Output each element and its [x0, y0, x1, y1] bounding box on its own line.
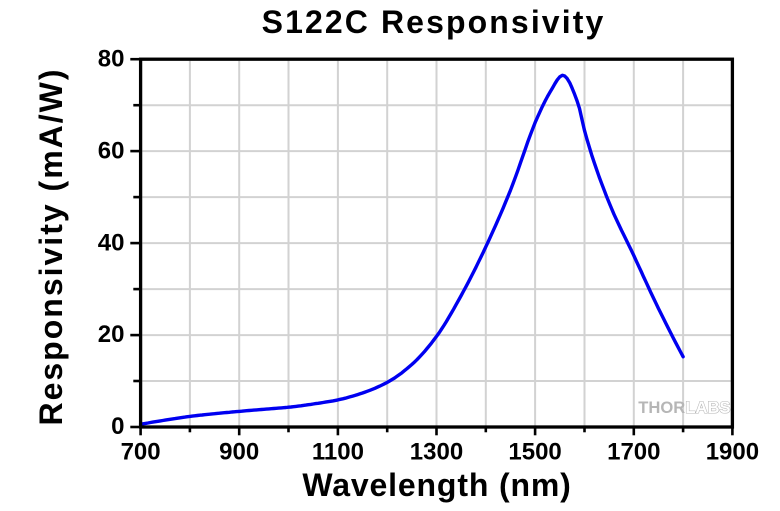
svg-text:20: 20	[98, 321, 125, 348]
svg-text:Wavelength (nm): Wavelength (nm)	[302, 467, 571, 503]
svg-text:1300: 1300	[410, 439, 463, 466]
svg-text:LABS: LABS	[685, 398, 730, 417]
svg-text:80: 80	[98, 45, 125, 72]
svg-text:1700: 1700	[607, 439, 660, 466]
svg-text:900: 900	[219, 439, 259, 466]
svg-text:40: 40	[98, 229, 125, 256]
svg-text:1100: 1100	[312, 439, 364, 466]
svg-text:S122C Responsivity: S122C Responsivity	[262, 4, 606, 40]
svg-text:1500: 1500	[508, 439, 561, 466]
svg-text:1900: 1900	[706, 439, 759, 466]
svg-text:Responsivity (mA/W): Responsivity (mA/W)	[33, 67, 69, 425]
svg-text:0: 0	[111, 413, 124, 440]
svg-text:THOR: THOR	[638, 398, 685, 417]
svg-text:700: 700	[121, 439, 161, 466]
svg-text:60: 60	[98, 137, 125, 164]
